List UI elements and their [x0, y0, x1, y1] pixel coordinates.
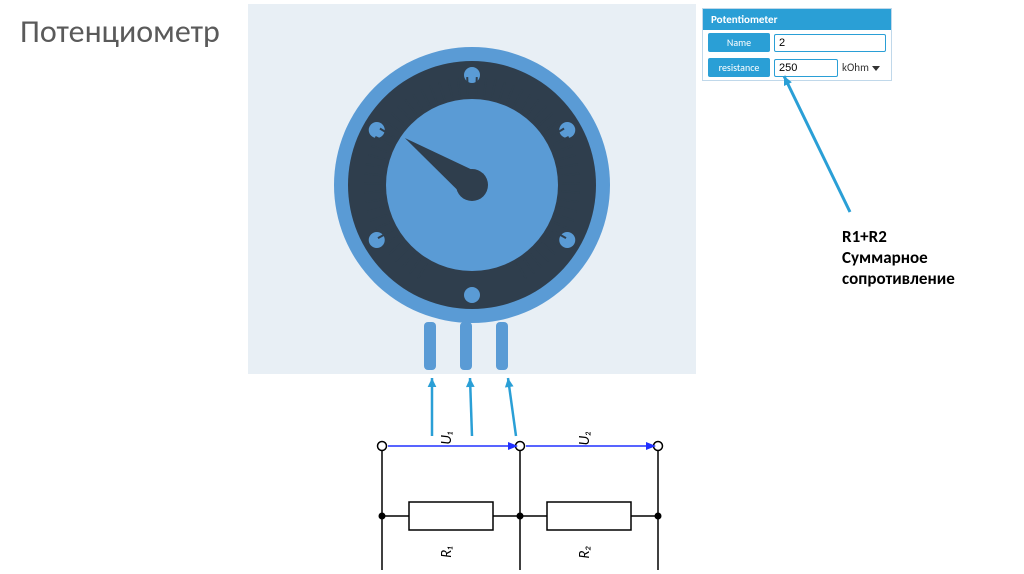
svg-text:U₂: U₂: [576, 432, 594, 445]
svg-text:R₁: R₁: [438, 546, 456, 558]
svg-text:R₂: R₂: [576, 545, 594, 558]
circuit-diagram: U₁ U₂ R₁ R₂: [350, 432, 690, 570]
svg-text:U₁: U₁: [438, 432, 456, 445]
